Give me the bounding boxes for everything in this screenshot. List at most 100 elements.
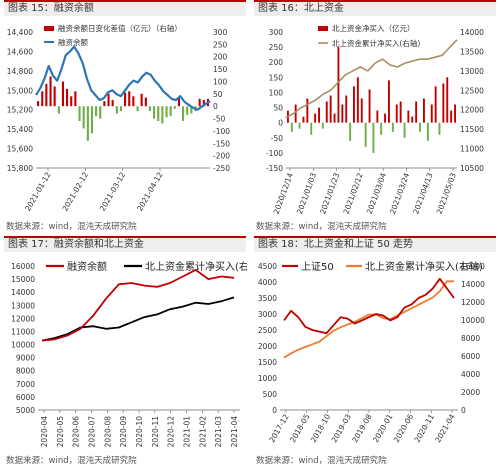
c1-daily-change-bar: [90, 106, 93, 134]
c1-left-axis-tick-label: 15,400: [7, 125, 33, 134]
c1-daily-change-bar: [186, 106, 189, 115]
panel-2-source: 数据来源：wind，混沌天成研究院: [256, 222, 387, 232]
panel-3-title: 图表 17：融资余额和北上资金: [4, 236, 246, 252]
c2-legend-line-label: 北上资金累计净买入(右轴): [332, 38, 420, 48]
c2-x-axis-tick-label: 2021/01/03: [295, 171, 318, 215]
c2-net-buy-bar: [376, 110, 379, 123]
c2-net-buy-bar: [302, 116, 305, 123]
c4-right-axis-tick-label: 6000: [461, 352, 480, 361]
c2-left-axis-tick-label: -50: [271, 134, 283, 143]
c1-daily-change-bar: [190, 106, 193, 114]
c2-x-axis-tick-label: 2021/01/23: [318, 171, 341, 215]
c2-left-axis-tick-label: 300: [269, 28, 284, 37]
c2-left-axis-tick-label: 150: [269, 73, 284, 82]
c1-margin-balance-line: [35, 45, 211, 111]
c2-right-axis-tick-label: 12000: [460, 106, 484, 115]
c2-net-buy-bar: [333, 113, 336, 123]
c2-net-buy-bar: [353, 86, 355, 123]
c1-daily-change-bar: [37, 101, 40, 107]
c1-right-axis-tick-label: 200: [213, 53, 228, 62]
c2-net-buy-bar: [341, 104, 344, 123]
c2-net-buy-bar: [318, 107, 320, 123]
c4-left-axis-tick-label: 3000: [258, 310, 277, 319]
panel-4-source: 数据来源：wind，混沌天成研究院: [256, 456, 387, 466]
c1-daily-change-bar: [86, 106, 89, 141]
c3-left-axis-tick-label: 16000: [11, 262, 35, 271]
c2-left-axis-tick-label: 50: [273, 104, 283, 113]
c2-net-buy-bar: [438, 122, 441, 135]
c1-daily-change-bar: [41, 91, 44, 107]
c2-net-buy-bar: [411, 116, 414, 123]
c2-net-buy-bar: [454, 104, 456, 123]
c1-left-axis-tick-label: 15,200: [7, 106, 33, 115]
c1-daily-change-bar: [124, 92, 127, 107]
c4-left-axis-tick-label: 1000: [258, 374, 277, 383]
c2-legend-bar-label: 北上资金净买入（亿元）: [332, 23, 415, 33]
c2-net-buy-bar: [407, 110, 410, 123]
c1-legend-line-label: 融资余额: [58, 37, 88, 47]
c2-net-buy-bar: [434, 86, 437, 123]
c4-right-axis-tick-label: 10000: [461, 316, 485, 325]
c2-x-axis-tick-label: 2021/04/13: [411, 171, 434, 215]
c3-left-axis-tick-label: 13000: [11, 301, 35, 310]
c2-net-buy-bar: [345, 95, 348, 123]
c2-net-buy-bar: [388, 80, 390, 123]
c3-left-axis-tick-label: 15000: [11, 275, 35, 284]
c4-left-axis-tick-label: 500: [263, 390, 278, 399]
c3-x-axis-tick-label: 2021-04: [230, 416, 239, 448]
c3-left-axis-tick-label: 11000: [11, 327, 35, 336]
c1-daily-change-bar: [169, 106, 172, 117]
c1-left-axis-tick-label: 15,600: [7, 145, 33, 154]
c2-left-axis-tick-label: 200: [269, 58, 284, 67]
c1-daily-change-bar: [182, 106, 185, 121]
c1-daily-change-bar: [144, 97, 147, 107]
c1-right-axis-tick-label: 100: [213, 77, 228, 86]
c4-right-axis-tick-label: 12000: [461, 298, 485, 307]
c1-left-axis-tick-label: 14,400: [7, 28, 33, 37]
c1-daily-change-bar: [136, 106, 139, 112]
c3-x-axis-tick-label: 2020-12: [167, 416, 176, 448]
c1-daily-change-bar: [132, 96, 135, 107]
c1-x-axis-tick-label: 2021-01-12: [23, 170, 53, 212]
c2-right-axis-tick-label: 11500: [460, 125, 484, 134]
c4-cumulative-line: [283, 280, 454, 359]
c1-right-axis-tick-label: 150: [213, 65, 228, 74]
c3-left-axis-tick-label: 12000: [11, 314, 35, 323]
panel-1-source: 数据来源：wind，混沌天成研究院: [6, 222, 137, 232]
c2-net-buy-bar: [403, 122, 406, 138]
c1-right-axis-tick-label: 250: [213, 40, 228, 49]
c1-daily-change-bar: [66, 88, 69, 107]
c1-left-axis-tick-label: 15,000: [7, 86, 33, 95]
c2-right-axis-tick-label: 13500: [460, 47, 484, 56]
c4-left-axis-tick-label: 2000: [258, 342, 277, 351]
c1-x-axis-tick-label: 2021-04-12: [135, 170, 165, 212]
c2-x-axis-tick-label: 2020/12/14: [272, 171, 295, 215]
c1-daily-change-bar: [45, 83, 48, 107]
c4-left-axis-tick-label: 4500: [258, 262, 277, 271]
c1-daily-change-bar: [115, 106, 118, 114]
c3-x-axis-tick-label: 2020-06: [72, 416, 81, 448]
c1-daily-change-bar: [111, 100, 114, 107]
c2-right-axis-tick-label: 13000: [460, 67, 484, 76]
c1-right-axis-tick-label: -200: [213, 152, 230, 161]
c2-net-buy-bar: [415, 101, 418, 123]
c3-left-axis-tick-label: 10000: [11, 341, 35, 350]
c2-net-buy-bar: [321, 122, 324, 129]
c4-left-axis-tick-label: 2500: [258, 326, 277, 335]
c2-net-buy-bar: [294, 104, 297, 123]
c4-x-axis-tick-label: 2021-04: [433, 412, 457, 444]
c2-net-buy-bar: [442, 83, 445, 123]
c4-left-axis-tick-label: 3500: [258, 294, 277, 303]
c2-net-buy-bar: [384, 113, 386, 123]
c2-net-buy-bar: [356, 77, 359, 123]
c1-daily-change-bar: [99, 106, 102, 119]
c3-left-axis-tick-label: 6000: [16, 393, 35, 402]
c2-left-axis-tick-label: 250: [269, 43, 284, 52]
c1-daily-change-bar: [107, 93, 110, 107]
margin-balance-chart: 14,400 14,600 14,800 15,000 15,200 15,400 15,6…: [7, 23, 230, 213]
c2-cumulative-line: [285, 39, 458, 119]
c1-daily-change-bar: [177, 97, 180, 107]
c2-left-axis-tick-label: 0: [278, 119, 283, 128]
c2-x-axis-tick-label: 2021/03/24: [388, 171, 411, 215]
c2-net-buy-bar: [306, 98, 309, 123]
